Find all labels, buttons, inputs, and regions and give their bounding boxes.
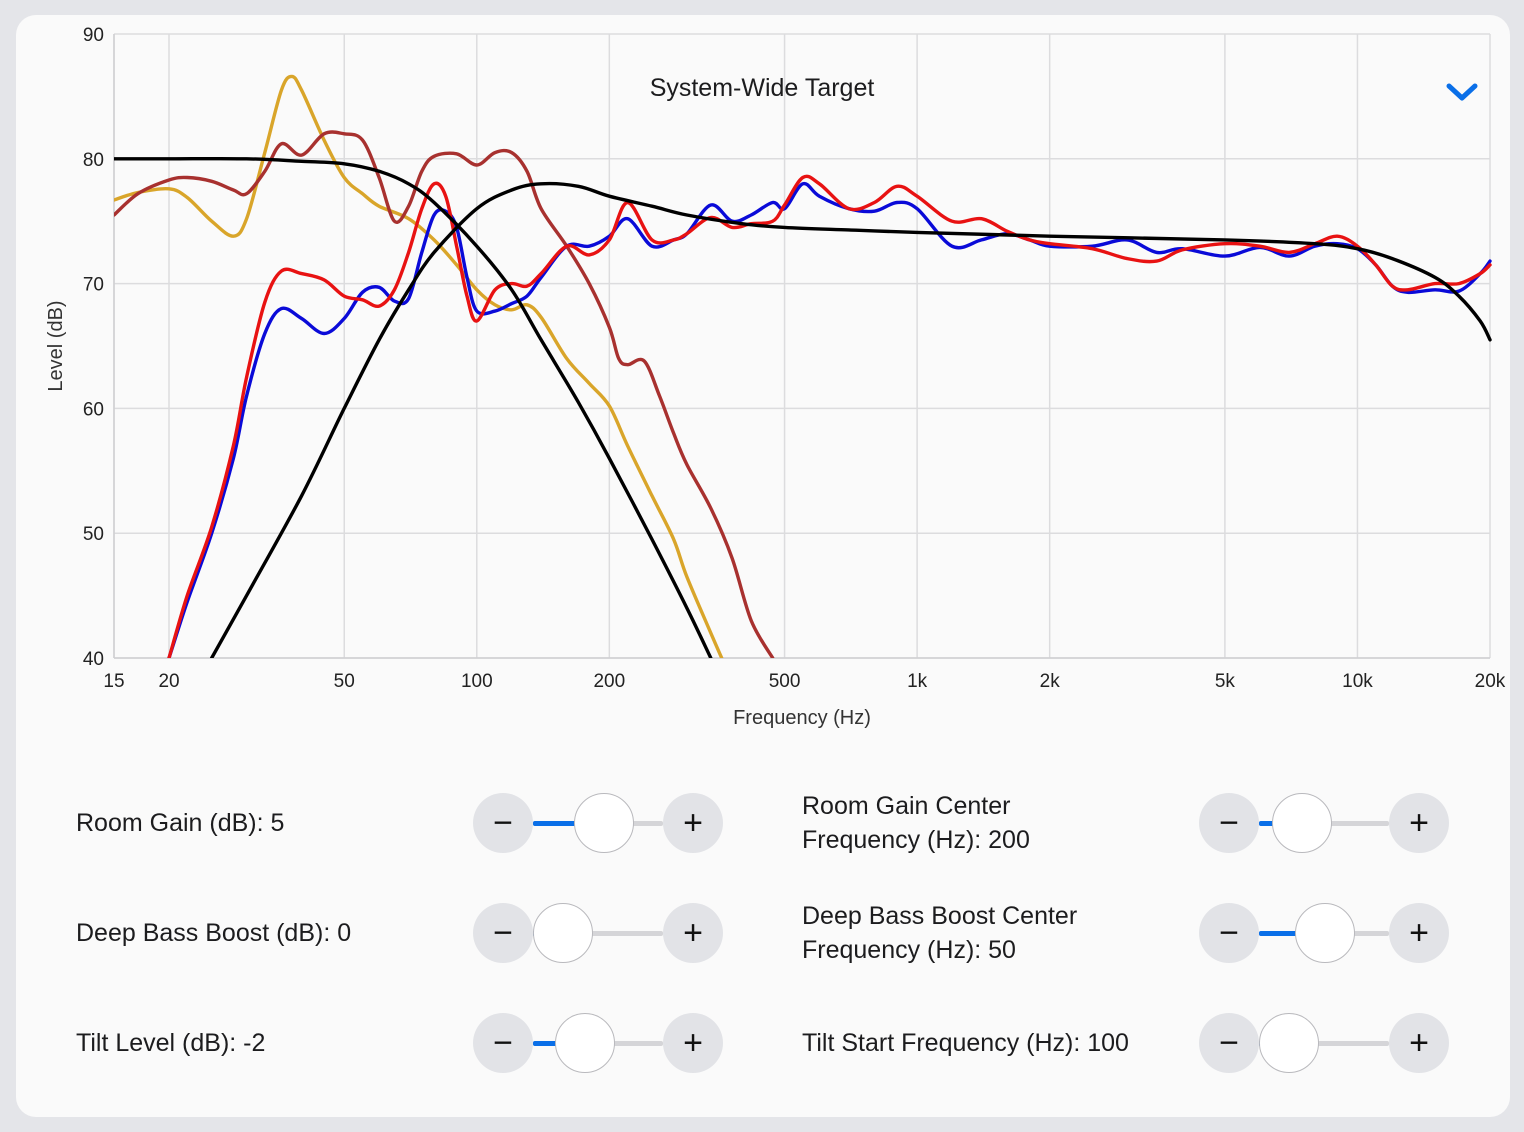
target-dropdown[interactable] [1438, 72, 1486, 112]
series-line-3 [167, 181, 1492, 658]
tilt-start-label: Tilt Start Frequency (Hz): 100 [802, 1029, 1129, 1057]
series-line-1 [114, 74, 724, 658]
x-tick-label: 100 [461, 671, 493, 692]
room-gain-center-slider[interactable]: − + [1199, 792, 1449, 854]
deep-bass-center-minus-button[interactable]: − [1199, 903, 1259, 963]
tilt-start-plus-button[interactable]: + [1389, 1013, 1449, 1073]
slider-thumb[interactable] [1259, 1013, 1319, 1073]
y-tick-label: 70 [83, 275, 104, 296]
y-tick-label: 80 [83, 150, 104, 171]
x-tick-label: 15 [103, 671, 124, 692]
series-line-2 [114, 130, 775, 658]
x-tick-label: 500 [769, 671, 801, 692]
slider-fill [533, 821, 576, 826]
slider-track[interactable] [533, 931, 663, 936]
room-gain-center-label: Room Gain Center Frequency (Hz): 200 [802, 792, 1030, 854]
x-tick-label: 1k [907, 671, 928, 692]
series-line-5 [114, 156, 713, 658]
x-tick-label: 200 [593, 671, 625, 692]
room-gain-slider[interactable]: − + [473, 792, 723, 854]
slider-fill [1259, 821, 1274, 826]
tilt-start-minus-button[interactable]: − [1199, 1013, 1259, 1073]
room-gain-center-plus-button[interactable]: + [1389, 793, 1449, 853]
x-axis-label: Frequency (Hz) [733, 707, 871, 729]
slider-fill [1259, 931, 1298, 936]
chart-series [114, 74, 1492, 658]
x-tick-label: 2k [1040, 671, 1061, 692]
tilt-level-label: Tilt Level (dB): -2 [76, 1029, 266, 1057]
deep-bass-center-slider[interactable]: − + [1199, 902, 1449, 964]
slider-fill [533, 1041, 558, 1046]
chart-grid [113, 33, 1491, 659]
series-line-4 [167, 174, 1492, 658]
slider-thumb[interactable] [1295, 903, 1356, 963]
y-tick-label: 60 [83, 399, 104, 420]
y-tick-label: 40 [83, 649, 104, 670]
deep-bass-boost-plus-button[interactable]: + [663, 903, 723, 963]
deep-bass-center-plus-button[interactable]: + [1389, 903, 1449, 963]
tilt-level-minus-button[interactable]: − [473, 1013, 533, 1073]
room-gain-center-minus-button[interactable]: − [1199, 793, 1259, 853]
slider-thumb[interactable] [555, 1013, 616, 1073]
x-tick-label: 20k [1475, 671, 1506, 692]
chart-title: System-Wide Target [649, 74, 875, 102]
deep-bass-boost-minus-button[interactable]: − [473, 903, 533, 963]
x-tick-label: 10k [1342, 671, 1373, 692]
y-tick-label: 50 [83, 524, 104, 545]
room-gain-plus-button[interactable]: + [663, 793, 723, 853]
room-gain-label: Room Gain (dB): 5 [76, 809, 285, 837]
slider-thumb[interactable] [573, 793, 634, 853]
slider-thumb[interactable] [1271, 793, 1332, 853]
x-tick-label: 50 [334, 671, 355, 692]
room-gain-minus-button[interactable]: − [473, 793, 533, 853]
chevron-down-icon [1446, 83, 1478, 101]
deep-bass-center-label: Deep Bass Boost Center Frequency (Hz): 5… [802, 902, 1078, 964]
y-axis-label: Level (dB) [45, 300, 67, 391]
series-line-6 [210, 181, 1492, 658]
tilt-level-plus-button[interactable]: + [663, 1013, 723, 1073]
x-tick-label: 20 [158, 671, 179, 692]
slider-track[interactable] [1259, 1041, 1389, 1046]
tilt-start-slider[interactable]: − + [1199, 1012, 1449, 1074]
deep-bass-boost-slider[interactable]: − + [473, 902, 723, 964]
tilt-level-slider[interactable]: − + [473, 1012, 723, 1074]
slider-thumb[interactable] [533, 903, 593, 963]
x-tick-label: 5k [1215, 671, 1236, 692]
chart-ticks: 40 50 60 70 80 90 15 20 50 100 200 500 1k 2k 5k 10k 20k [83, 25, 1506, 692]
deep-bass-boost-label: Deep Bass Boost (dB): 0 [76, 919, 352, 947]
y-tick-label: 90 [83, 25, 104, 46]
